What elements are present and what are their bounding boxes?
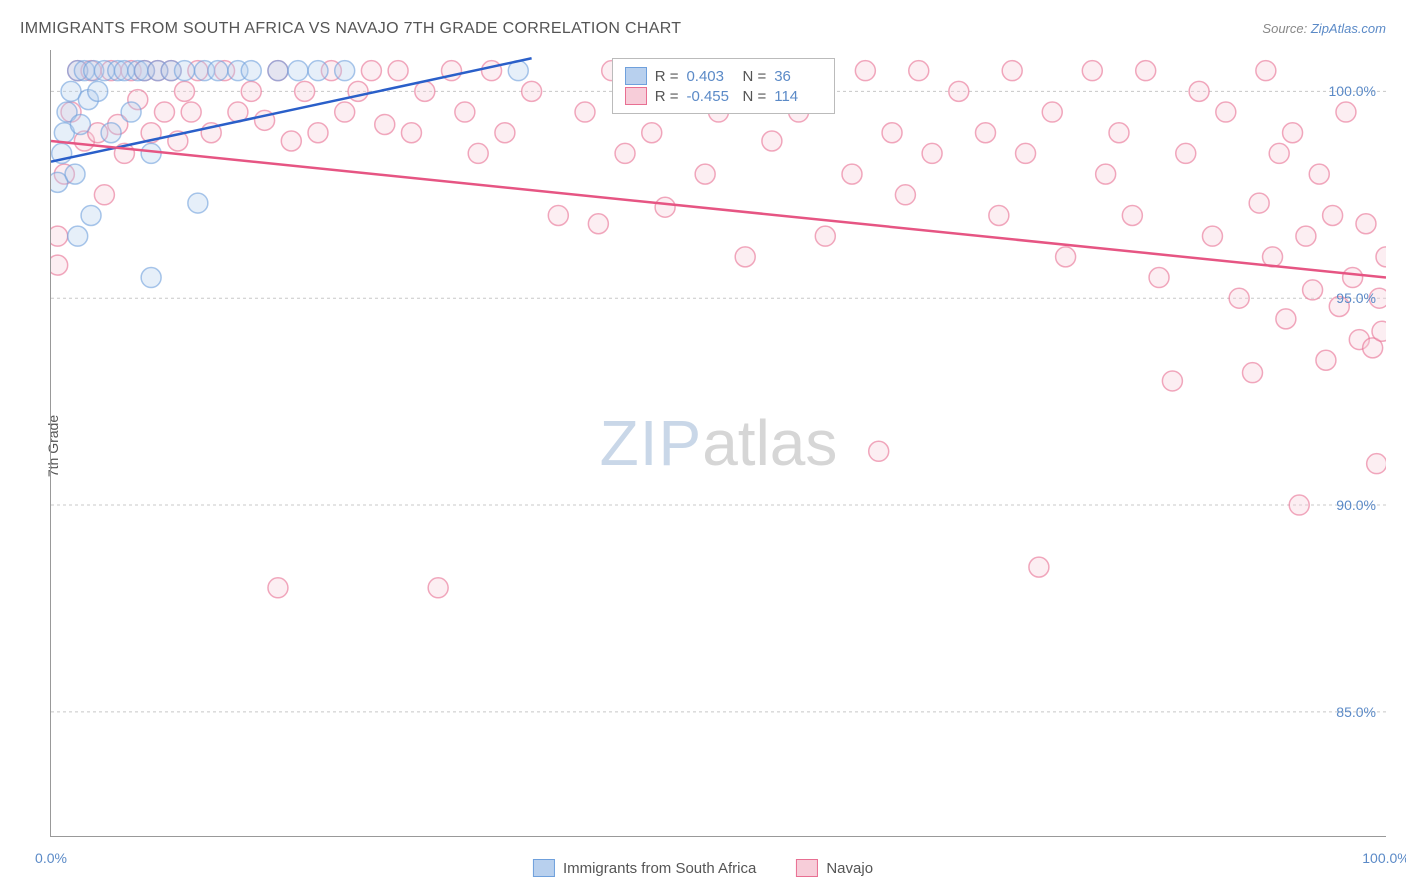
y-tick-label: 90.0% xyxy=(1336,497,1376,513)
series-legend: Immigrants from South Africa Navajo xyxy=(533,859,873,877)
plot-area: ZIPatlas R =0.403N =36R =-0.455N =114 85… xyxy=(50,50,1386,837)
legend-item: Navajo xyxy=(796,859,873,877)
legend-swatch xyxy=(625,67,647,85)
legend-row: R =0.403N =36 xyxy=(625,67,823,85)
correlation-legend: R =0.403N =36 R =-0.455N =114 xyxy=(612,58,836,114)
source: Source: ZipAtlas.com xyxy=(1262,21,1386,36)
y-tick-label: 95.0% xyxy=(1336,290,1376,306)
scatter-plot xyxy=(51,50,1386,836)
legend-swatch xyxy=(796,859,818,877)
legend-label: Immigrants from South Africa xyxy=(563,860,756,877)
title-bar: IMMIGRANTS FROM SOUTH AFRICA VS NAVAJO 7… xyxy=(20,20,1386,38)
x-tick-label: 100.0% xyxy=(1362,850,1406,866)
legend-swatch xyxy=(533,859,555,877)
y-tick-label: 100.0% xyxy=(1329,83,1376,99)
x-tick-label: 0.0% xyxy=(35,850,67,866)
source-label: Source: xyxy=(1262,21,1307,36)
source-link[interactable]: ZipAtlas.com xyxy=(1311,21,1386,36)
legend-item: Immigrants from South Africa xyxy=(533,859,756,877)
chart-title: IMMIGRANTS FROM SOUTH AFRICA VS NAVAJO 7… xyxy=(20,20,681,38)
legend-row: R =-0.455N =114 xyxy=(625,87,823,105)
legend-label: Navajo xyxy=(826,860,873,877)
legend-swatch xyxy=(625,87,647,105)
y-tick-label: 85.0% xyxy=(1336,704,1376,720)
